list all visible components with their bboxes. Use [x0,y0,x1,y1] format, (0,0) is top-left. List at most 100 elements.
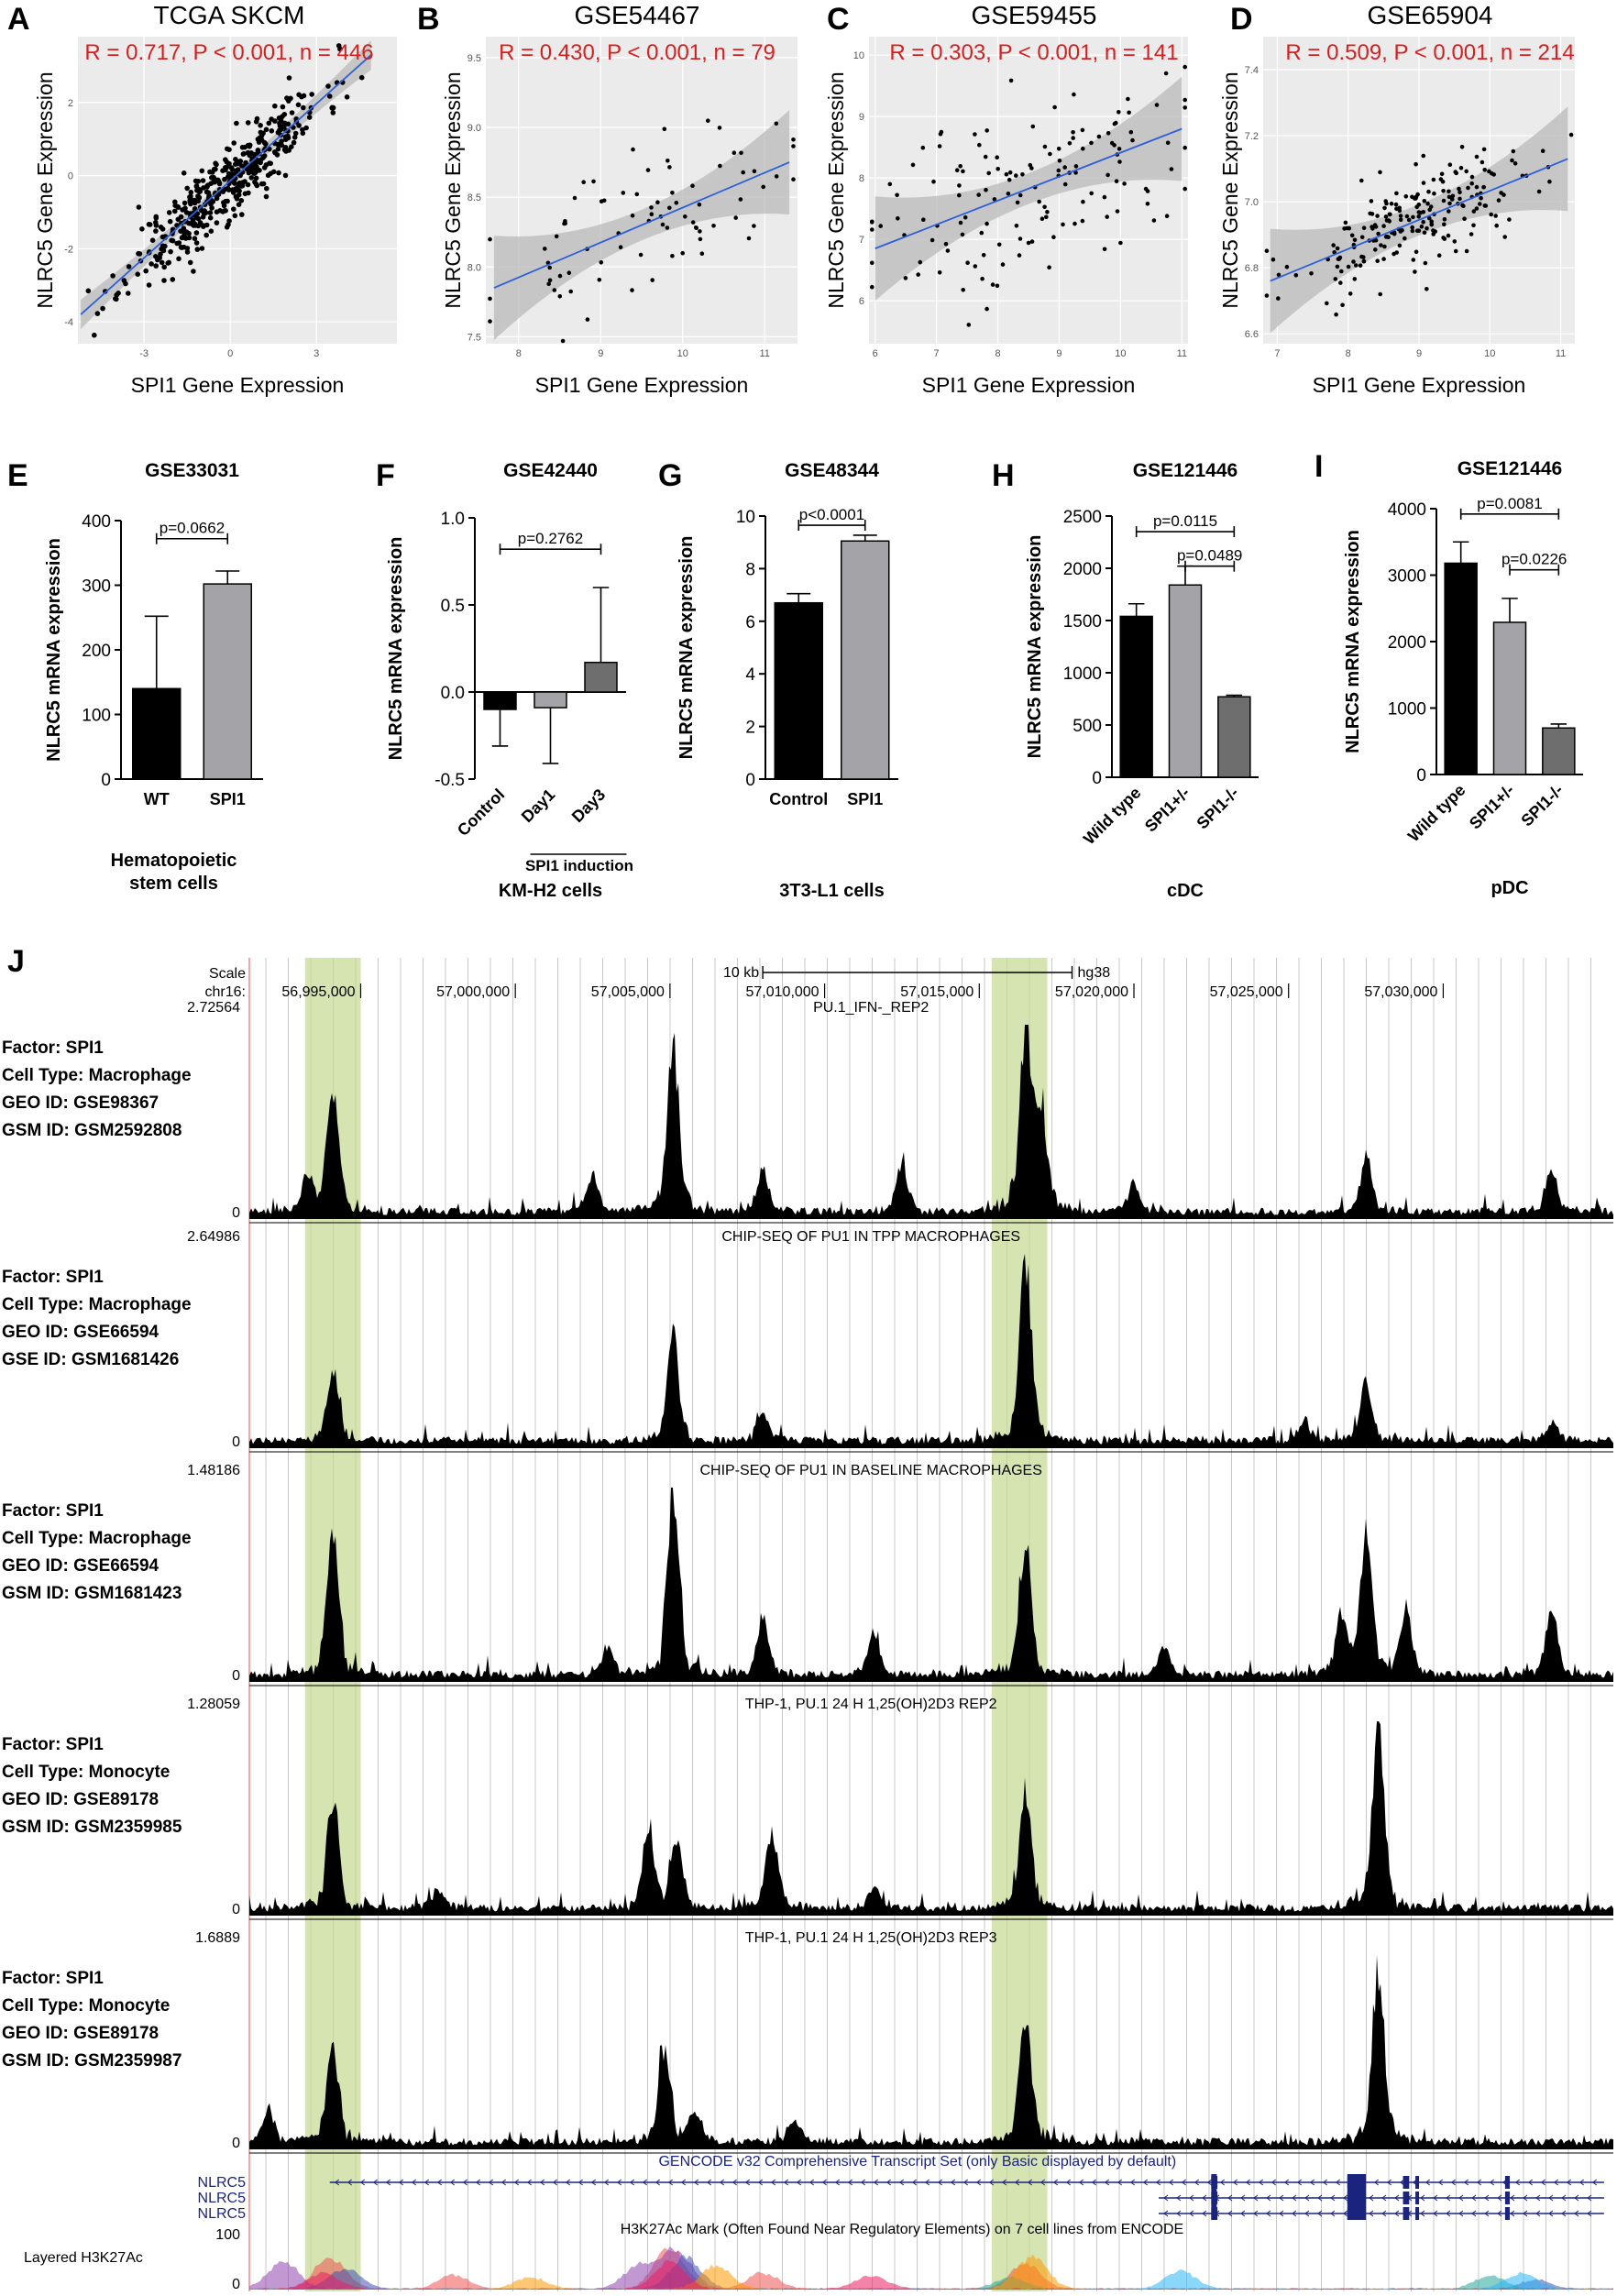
data-point [638,252,644,258]
y-tick-label: 7.4 [1245,65,1259,76]
data-point [752,169,757,174]
data-point [1471,209,1477,214]
track-gsm-id: GSM ID: GSM1681423 [2,1584,182,1603]
data-point [263,126,270,133]
bar [584,661,618,693]
y-tick-label: 6.6 [1245,329,1259,340]
y-axis-label: NLRC5 mRNA expression [676,536,697,760]
coordinate-label: 57,000,000 [436,984,510,1000]
data-point [1333,277,1338,281]
panel-letter-e: E [7,458,28,493]
data-point [1507,217,1512,222]
data-point [1151,218,1157,223]
data-point [146,282,152,288]
cell-type-label: pDC [1490,878,1528,898]
data-point [214,161,219,168]
data-point [188,190,194,195]
strand-arrow [436,2179,443,2186]
data-point [618,245,623,250]
data-point [1402,236,1407,241]
data-point [961,288,965,292]
data-point [146,222,152,227]
data-point [1479,195,1483,201]
exon [1504,2207,1510,2220]
data-point [126,264,132,269]
data-point [547,265,552,270]
data-point [1394,191,1399,196]
data-point [291,139,297,146]
exon [1402,2176,1410,2189]
y-tick-label: 0 [68,171,73,182]
data-point [554,234,559,239]
data-point [1425,201,1430,206]
track-geo-id: GEO ID: GSE89178 [2,1790,159,1809]
data-point [148,261,154,267]
data-point [296,123,302,128]
layered-h3k27ac-track: Layered H3K27Ac 100 0 H3K27Ac Mark (Often F… [24,2222,1613,2292]
data-point [973,264,978,269]
data-point [225,198,230,204]
data-point [1143,186,1149,192]
data-point [870,227,874,232]
strand-arrow [886,2179,892,2186]
data-point [1429,222,1435,227]
data-point [1379,243,1383,247]
data-point [186,235,192,241]
data-point [257,168,262,173]
data-point [1446,189,1451,194]
strand-arrow [1014,2179,1020,2186]
strand-arrow [578,2179,584,2186]
strand-arrow [1040,2179,1046,2186]
cell-type-label: stem cells [129,873,218,894]
data-point [699,251,705,257]
layered-label: Layered H3K27Ac [24,2250,143,2266]
track-max-label: 1.6889 [195,1930,240,1946]
y-tick-label: 0 [1416,766,1426,785]
data-point [1165,140,1171,146]
data-point [1422,199,1427,203]
data-point [201,224,206,229]
data-point [186,220,192,226]
data-point [275,146,281,152]
data-point [1072,92,1076,97]
data-point [1439,171,1445,177]
strand-arrow [1548,2210,1554,2217]
track-min-label: 0 [232,1902,240,1917]
coordinate-label: 57,025,000 [1210,984,1283,1000]
y-tick-label: 9.5 [468,53,481,64]
data-point [1458,165,1464,170]
data-point [178,214,184,220]
data-point [1008,78,1014,83]
fit-line [493,161,790,289]
data-point [170,277,176,282]
y-tick-label: 2000 [1388,633,1426,653]
strand-arrow [424,2179,430,2186]
track-gsm-id: GSM ID: GSM2592808 [2,1121,182,1140]
strand-arrow [1266,2210,1271,2217]
p-value-label: p=0.0489 [1177,547,1242,565]
data-point [1386,218,1392,223]
data-point [292,135,298,140]
y-tick-label: 7 [859,235,864,246]
data-point [153,215,160,221]
data-point [192,236,198,242]
track-title: PU.1_IFN-_REP2 [813,1000,929,1016]
data-point [1114,179,1119,183]
category-label: Wild type [1080,784,1145,849]
transcript-name: NLRC5 [198,2191,247,2206]
data-point [258,159,263,166]
cell-type-label: 3T3-L1 cells [779,881,885,901]
strand-arrow [1587,2194,1592,2202]
data-point [1270,257,1276,262]
data-point [630,288,634,292]
data-point [1118,240,1123,246]
data-point [1423,260,1428,266]
data-point [1381,257,1386,261]
strand-arrow [1189,2210,1194,2217]
data-point [195,179,202,184]
strand-arrow [1240,2210,1246,2217]
data-point [1182,105,1187,110]
data-point [158,251,163,258]
data-point [674,200,679,205]
data-point [1489,212,1493,217]
